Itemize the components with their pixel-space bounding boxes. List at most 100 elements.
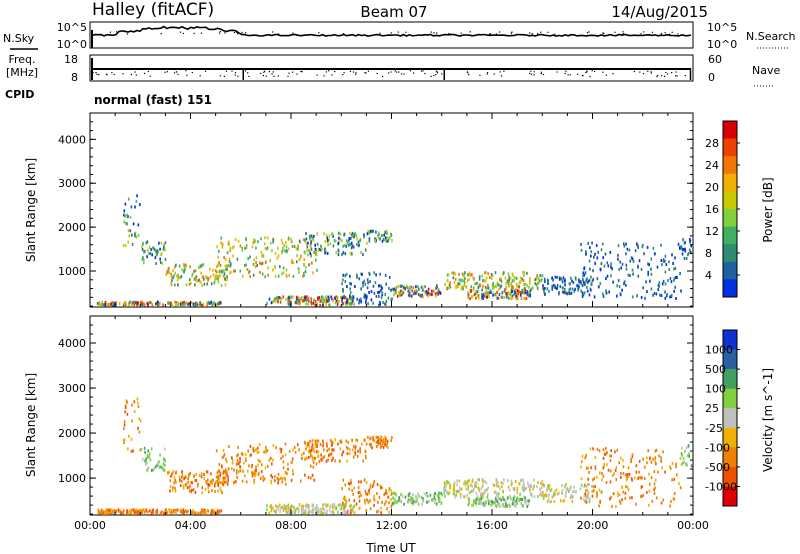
velocity-cell bbox=[499, 487, 501, 491]
power-cell bbox=[485, 289, 488, 293]
power-cell bbox=[264, 247, 267, 250]
velocity-cell bbox=[123, 438, 126, 442]
velocity-cell bbox=[472, 488, 475, 492]
velocity-cell bbox=[541, 483, 544, 487]
power-cell bbox=[146, 301, 149, 305]
velocity-cell bbox=[304, 457, 306, 461]
power-cell bbox=[668, 260, 670, 264]
freq-dot bbox=[96, 73, 98, 75]
power-cell bbox=[427, 294, 430, 298]
velocity-cell bbox=[522, 478, 524, 482]
velocity-cell bbox=[223, 480, 226, 484]
power-cell bbox=[233, 245, 235, 249]
power-cell bbox=[234, 269, 236, 273]
velocity-cell bbox=[219, 473, 221, 477]
power-cell bbox=[446, 273, 449, 277]
velocity-cell bbox=[363, 438, 366, 442]
freq-dot bbox=[567, 74, 569, 76]
velocity-cell bbox=[187, 509, 189, 513]
power-cell bbox=[496, 290, 498, 294]
power-cell bbox=[343, 232, 346, 236]
power-cell bbox=[309, 236, 311, 240]
velocity-cell bbox=[178, 475, 181, 479]
velocity-cell bbox=[311, 443, 314, 447]
velocity-cell bbox=[308, 456, 310, 459]
power-cell bbox=[564, 291, 567, 295]
power-cell bbox=[564, 279, 566, 283]
power-cell bbox=[337, 299, 339, 303]
velocity-cell bbox=[385, 444, 388, 448]
velocity-cell bbox=[472, 503, 474, 507]
power-cell bbox=[137, 223, 140, 227]
power-cell bbox=[177, 283, 179, 287]
velocity-cell bbox=[133, 510, 135, 514]
velocity-cell bbox=[222, 455, 225, 459]
velocity-cell bbox=[320, 509, 322, 513]
velocity-cell bbox=[239, 460, 241, 464]
power-cell bbox=[226, 251, 229, 255]
power-cell bbox=[468, 293, 470, 297]
velocity-cell bbox=[649, 482, 651, 486]
velocity-cell bbox=[287, 503, 290, 507]
power-cell bbox=[310, 302, 313, 306]
power-cell bbox=[590, 275, 592, 279]
velocity-cell bbox=[454, 493, 456, 497]
velocity-cell bbox=[126, 400, 128, 404]
velocity-cell bbox=[377, 509, 380, 513]
velocity-cell bbox=[596, 491, 598, 495]
freq-dot bbox=[301, 71, 303, 73]
power-cell bbox=[500, 284, 503, 288]
velocity-cell bbox=[360, 493, 362, 497]
power-cell bbox=[324, 251, 326, 255]
velocity-cell bbox=[456, 479, 458, 483]
velocity-cell bbox=[233, 481, 235, 485]
velocity-cell bbox=[298, 448, 300, 452]
power-cell bbox=[490, 273, 493, 277]
freq-dot bbox=[390, 71, 392, 73]
power-cell bbox=[401, 290, 403, 294]
power-cell bbox=[454, 277, 457, 281]
velocity-cell bbox=[337, 510, 339, 514]
velocity-cell bbox=[594, 485, 596, 489]
power-cell bbox=[582, 293, 585, 297]
power-cell bbox=[372, 301, 374, 305]
velocity-cell bbox=[106, 511, 108, 515]
power-cell bbox=[325, 233, 328, 237]
power-cell bbox=[170, 302, 173, 306]
velocity-cell bbox=[279, 510, 281, 514]
velocity-cell bbox=[150, 447, 153, 451]
power-cell bbox=[462, 285, 464, 289]
velocity-cell bbox=[245, 457, 247, 461]
velocity-cell bbox=[128, 434, 130, 438]
velocity-cell bbox=[115, 509, 117, 513]
power-cell bbox=[226, 268, 228, 272]
power-cell bbox=[277, 274, 280, 278]
velocity-cell bbox=[403, 502, 405, 506]
velocity-cell bbox=[124, 404, 127, 408]
nsky-dot bbox=[489, 33, 491, 35]
velocity-cell bbox=[334, 438, 336, 442]
power-cell bbox=[344, 274, 346, 278]
velocity-cell bbox=[302, 508, 305, 512]
velocity-cell bbox=[350, 503, 352, 507]
velocity-cell bbox=[627, 466, 630, 470]
freq-dot bbox=[569, 74, 571, 76]
velocity-cell bbox=[584, 499, 586, 503]
power-cell bbox=[646, 245, 649, 249]
power-cell bbox=[279, 296, 281, 300]
power-cell bbox=[255, 246, 257, 250]
freq-tick-top: 18 bbox=[64, 53, 78, 66]
freq-dot bbox=[675, 71, 677, 73]
freq-dot bbox=[581, 75, 584, 77]
velocity-cell bbox=[502, 497, 504, 501]
power-cell bbox=[357, 240, 360, 244]
power-cell bbox=[510, 294, 512, 298]
power-cell bbox=[558, 291, 560, 295]
velocity-cell bbox=[276, 476, 279, 480]
velocity-cell bbox=[347, 447, 349, 451]
velocity-cell bbox=[226, 470, 228, 474]
power-cell bbox=[272, 268, 274, 272]
velocity-cell bbox=[566, 487, 569, 491]
power-cell bbox=[464, 276, 466, 280]
power-cell bbox=[123, 220, 125, 224]
